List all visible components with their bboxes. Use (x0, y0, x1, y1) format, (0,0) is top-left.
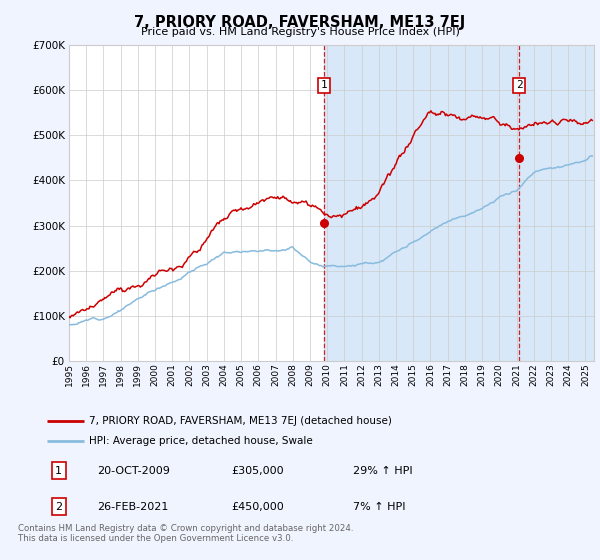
Text: £305,000: £305,000 (232, 465, 284, 475)
Text: 20-OCT-2009: 20-OCT-2009 (97, 465, 170, 475)
Text: 2008: 2008 (288, 363, 297, 386)
Text: 2003: 2003 (202, 363, 211, 386)
Text: 2025: 2025 (581, 363, 590, 386)
Text: 29% ↑ HPI: 29% ↑ HPI (353, 465, 412, 475)
Text: 7, PRIORY ROAD, FAVERSHAM, ME13 7EJ (detached house): 7, PRIORY ROAD, FAVERSHAM, ME13 7EJ (det… (89, 417, 392, 426)
Text: 2002: 2002 (185, 363, 194, 386)
Text: 2019: 2019 (478, 363, 487, 386)
Text: 2013: 2013 (374, 363, 383, 386)
Text: 2021: 2021 (512, 363, 521, 386)
Text: 2006: 2006 (254, 363, 263, 386)
Text: 2: 2 (55, 502, 62, 512)
Bar (324, 45, 594, 361)
Text: 1: 1 (55, 465, 62, 475)
Text: 2009: 2009 (305, 363, 314, 386)
Text: 1995: 1995 (65, 363, 74, 386)
Text: 2017: 2017 (443, 363, 452, 386)
Text: 2018: 2018 (460, 363, 469, 386)
Text: 2010: 2010 (323, 363, 332, 386)
Text: £450,000: £450,000 (232, 502, 284, 512)
Text: 1997: 1997 (99, 363, 108, 386)
Text: 2007: 2007 (271, 363, 280, 386)
Text: Contains HM Land Registry data © Crown copyright and database right 2024.
This d: Contains HM Land Registry data © Crown c… (18, 524, 353, 543)
Text: 2000: 2000 (151, 363, 160, 386)
Text: 2015: 2015 (409, 363, 418, 386)
Text: Price paid vs. HM Land Registry's House Price Index (HPI): Price paid vs. HM Land Registry's House … (140, 27, 460, 37)
Text: 1998: 1998 (116, 363, 125, 386)
Text: 2004: 2004 (220, 363, 229, 386)
Text: 2014: 2014 (392, 363, 401, 386)
Text: 2011: 2011 (340, 363, 349, 386)
Text: 2022: 2022 (529, 363, 538, 386)
Text: 26-FEB-2021: 26-FEB-2021 (97, 502, 168, 512)
Text: 1999: 1999 (133, 363, 142, 386)
Text: 7% ↑ HPI: 7% ↑ HPI (353, 502, 406, 512)
Text: 2005: 2005 (236, 363, 245, 386)
Text: 2: 2 (516, 81, 523, 91)
Text: 7, PRIORY ROAD, FAVERSHAM, ME13 7EJ: 7, PRIORY ROAD, FAVERSHAM, ME13 7EJ (134, 15, 466, 30)
Text: 1: 1 (320, 81, 327, 91)
Text: 2024: 2024 (563, 363, 572, 386)
Text: 2023: 2023 (547, 363, 556, 386)
Text: 2001: 2001 (168, 363, 177, 386)
Text: HPI: Average price, detached house, Swale: HPI: Average price, detached house, Swal… (89, 436, 313, 446)
Text: 2020: 2020 (495, 363, 504, 386)
Text: 2016: 2016 (426, 363, 435, 386)
Text: 1996: 1996 (82, 363, 91, 386)
Text: 2012: 2012 (357, 363, 366, 386)
